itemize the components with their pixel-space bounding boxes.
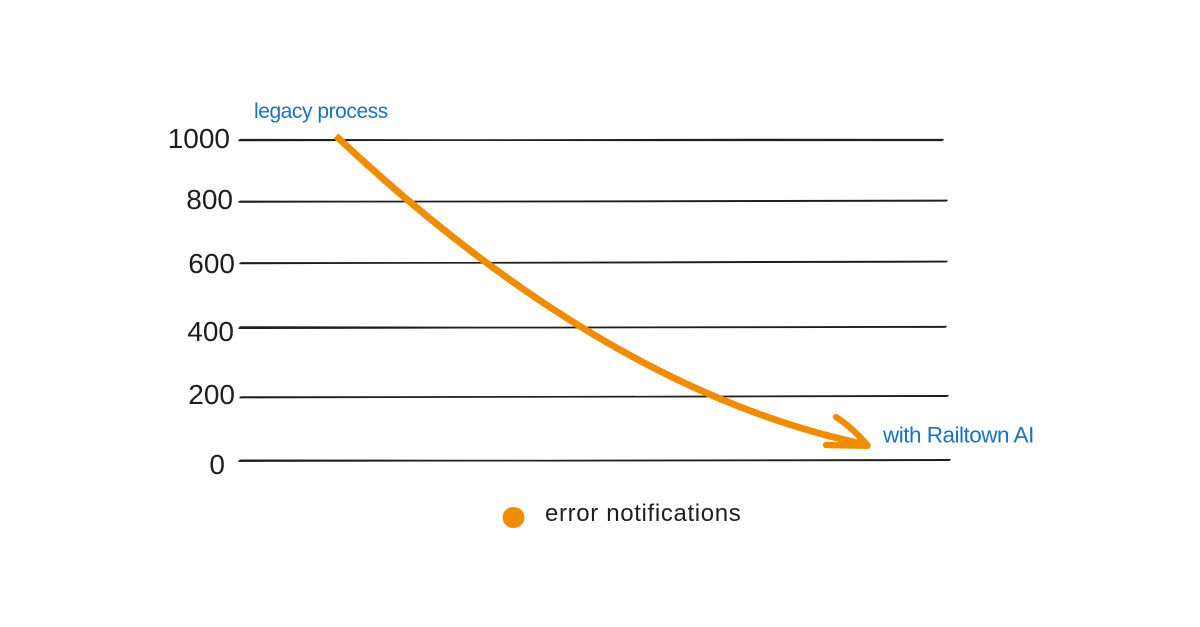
svg-text:800: 800 (186, 184, 233, 215)
svg-text:legacy process: legacy process (254, 100, 388, 123)
svg-text:error notifications: error notifications (545, 500, 741, 527)
svg-text:200: 200 (188, 379, 235, 410)
svg-text:0: 0 (209, 449, 225, 480)
svg-text:1000: 1000 (168, 123, 230, 154)
svg-text:600: 600 (188, 248, 235, 279)
svg-text:with Railtown AI: with Railtown AI (882, 423, 1034, 448)
svg-text:400: 400 (187, 316, 234, 347)
